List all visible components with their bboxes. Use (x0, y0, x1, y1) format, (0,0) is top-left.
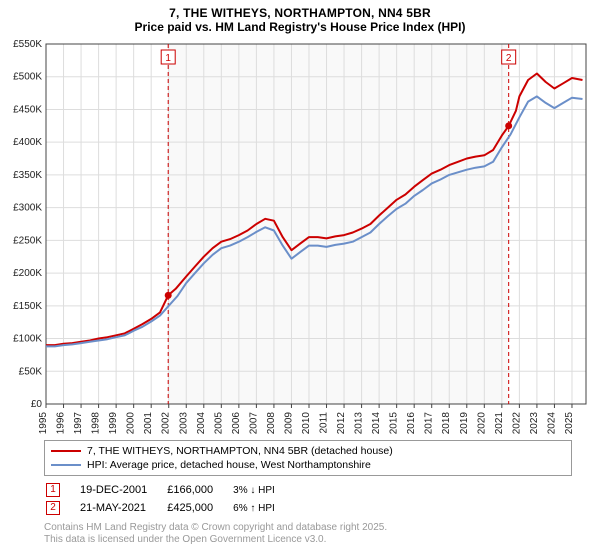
chart-title-2: Price paid vs. HM Land Registry's House … (0, 20, 600, 34)
svg-text:2000: 2000 (126, 412, 137, 435)
svg-text:£450K: £450K (13, 104, 42, 115)
svg-text:2010: 2010 (301, 412, 312, 435)
svg-text:2013: 2013 (354, 412, 365, 435)
svg-text:2015: 2015 (389, 412, 400, 435)
svg-text:2017: 2017 (424, 412, 435, 435)
svg-text:£250K: £250K (13, 235, 42, 246)
svg-text:£100K: £100K (13, 334, 42, 345)
svg-text:2025: 2025 (564, 412, 575, 435)
svg-text:2009: 2009 (283, 412, 294, 435)
svg-text:2011: 2011 (319, 412, 330, 434)
legend-item: HPI: Average price, detached house, West… (51, 458, 565, 472)
svg-text:1: 1 (165, 53, 171, 64)
svg-text:1998: 1998 (91, 412, 102, 435)
svg-text:2016: 2016 (406, 412, 417, 435)
chart-area: £0 £50K £100K £150K £200K £250K £300K £350K £400… (0, 36, 600, 436)
legend-swatch (51, 464, 81, 466)
sale-date: 21-MAY-2021 (80, 500, 165, 516)
svg-text:2012: 2012 (336, 412, 347, 435)
svg-text:2022: 2022 (511, 412, 522, 435)
attribution-line: This data is licensed under the Open Gov… (44, 534, 600, 546)
svg-text:2002: 2002 (161, 412, 172, 435)
sale-delta: 3% ↓ HPI (233, 482, 293, 498)
chart-titles: 7, THE WITHEYS, NORTHAMPTON, NN4 5BR Pri… (0, 0, 600, 36)
svg-text:£550K: £550K (13, 39, 42, 50)
sale-delta: 6% ↑ HPI (233, 500, 293, 516)
legend-label: 7, THE WITHEYS, NORTHAMPTON, NN4 5BR (de… (87, 444, 393, 458)
svg-text:£50K: £50K (19, 366, 43, 377)
svg-text:2018: 2018 (441, 412, 452, 435)
svg-text:2006: 2006 (231, 412, 242, 435)
svg-text:2004: 2004 (196, 412, 207, 435)
sale-price: £425,000 (167, 500, 231, 516)
svg-text:1999: 1999 (108, 412, 119, 435)
svg-text:2008: 2008 (266, 412, 277, 435)
svg-text:£400K: £400K (13, 137, 42, 148)
svg-text:1997: 1997 (73, 412, 84, 435)
svg-text:£300K: £300K (13, 203, 42, 214)
sale-date: 19-DEC-2001 (80, 482, 165, 498)
svg-text:2007: 2007 (248, 412, 259, 435)
svg-text:£150K: £150K (13, 301, 42, 312)
svg-text:2020: 2020 (476, 412, 487, 435)
chart-title-1: 7, THE WITHEYS, NORTHAMPTON, NN4 5BR (0, 6, 600, 20)
attribution: Contains HM Land Registry data © Crown c… (44, 522, 600, 546)
line-chart: £0 £50K £100K £150K £200K £250K £300K £350K £400… (0, 36, 600, 436)
svg-text:2003: 2003 (178, 412, 189, 435)
table-row: 2 21-MAY-2021 £425,000 6% ↑ HPI (46, 500, 293, 516)
legend: 7, THE WITHEYS, NORTHAMPTON, NN4 5BR (de… (44, 440, 572, 476)
svg-text:£0: £0 (31, 399, 43, 410)
svg-text:2024: 2024 (546, 412, 557, 435)
svg-text:1995: 1995 (38, 412, 49, 435)
svg-text:2021: 2021 (494, 412, 505, 435)
svg-text:2019: 2019 (459, 412, 470, 435)
svg-text:2014: 2014 (371, 412, 382, 435)
attribution-line: Contains HM Land Registry data © Crown c… (44, 522, 600, 534)
svg-text:£500K: £500K (13, 72, 42, 83)
legend-item: 7, THE WITHEYS, NORTHAMPTON, NN4 5BR (de… (51, 444, 565, 458)
svg-text:1996: 1996 (56, 412, 67, 435)
sales-table: 1 19-DEC-2001 £166,000 3% ↓ HPI 2 21-MAY… (44, 480, 295, 518)
svg-text:£200K: £200K (13, 268, 42, 279)
legend-swatch (51, 450, 81, 452)
svg-text:2001: 2001 (143, 412, 154, 435)
svg-text:2023: 2023 (529, 412, 540, 435)
marker-badge: 1 (46, 483, 60, 497)
svg-text:£350K: £350K (13, 170, 42, 181)
legend-label: HPI: Average price, detached house, West… (87, 458, 371, 472)
marker-badge: 2 (46, 501, 60, 515)
svg-text:2: 2 (506, 53, 512, 64)
table-row: 1 19-DEC-2001 £166,000 3% ↓ HPI (46, 482, 293, 498)
sale-price: £166,000 (167, 482, 231, 498)
svg-text:2005: 2005 (213, 412, 224, 435)
